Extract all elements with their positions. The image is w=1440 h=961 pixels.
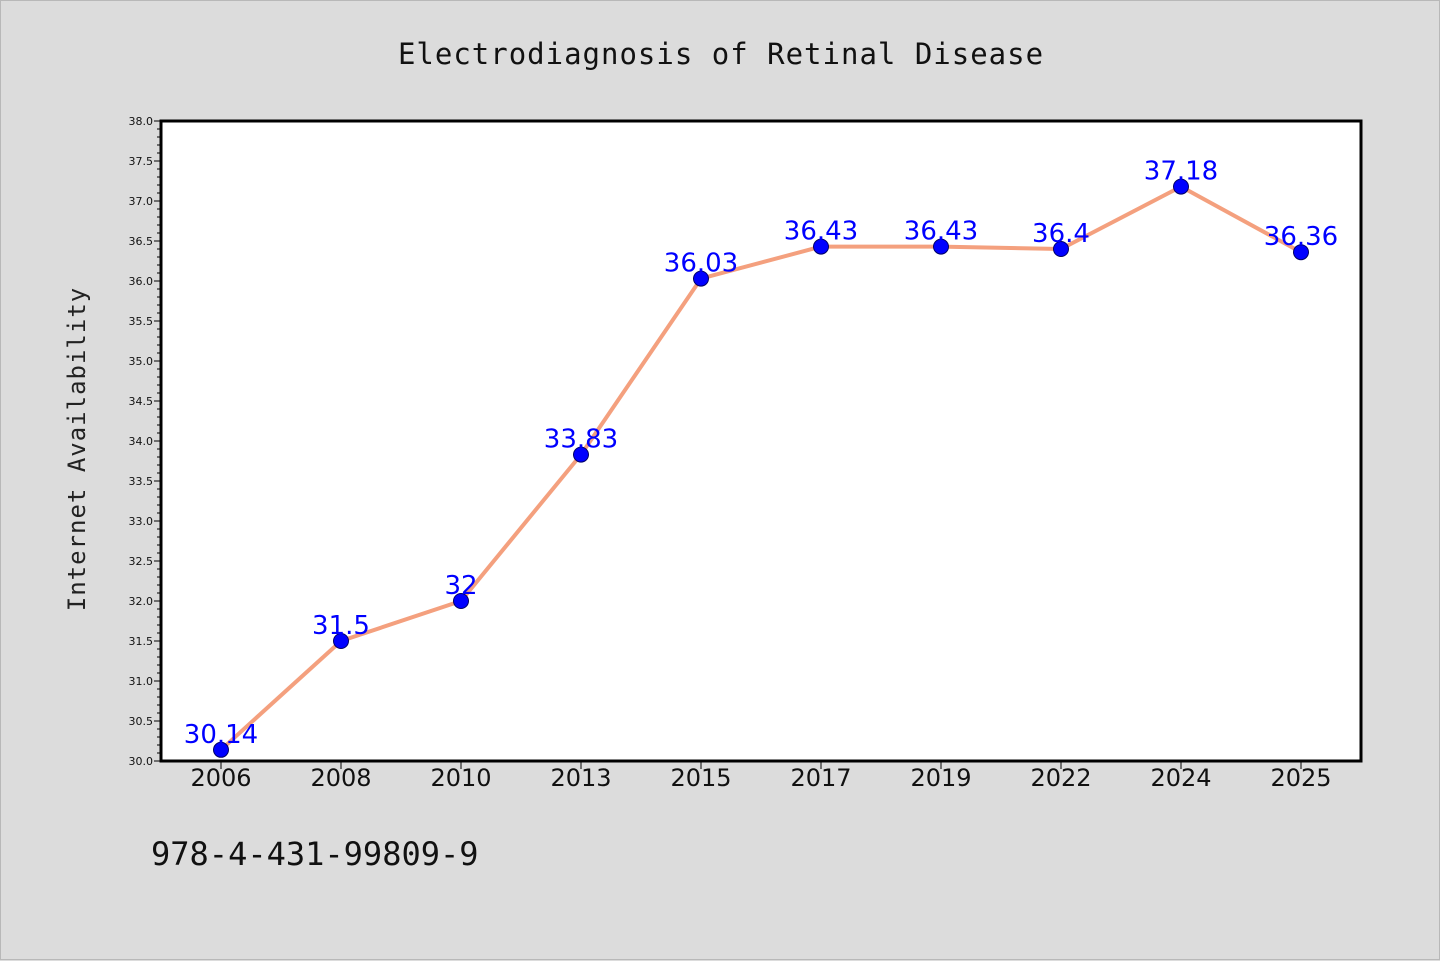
data-label: 36.43 <box>904 217 978 247</box>
data-label: 36.03 <box>664 249 738 279</box>
y-tick-label: 37.5 <box>129 155 154 168</box>
x-tick-label: 2024 <box>1150 764 1211 792</box>
y-axis-label: Internet Availability <box>63 287 91 611</box>
data-point <box>213 741 229 758</box>
data-label: 31.5 <box>312 611 370 641</box>
data-point <box>1053 241 1069 257</box>
data-label: 36.4 <box>1032 219 1090 249</box>
data-point <box>453 593 469 609</box>
data-point <box>933 238 949 255</box>
x-tick-label: 2006 <box>190 764 251 792</box>
data-series <box>213 178 1309 758</box>
y-tick-label: 36.5 <box>129 235 154 248</box>
y-tick-label: 35.5 <box>129 315 154 328</box>
x-tick-label: 2015 <box>670 764 731 792</box>
x-tick-label: 2022 <box>1030 764 1091 792</box>
y-tick-label: 32.0 <box>129 595 154 608</box>
data-point <box>813 238 829 255</box>
x-tick-label: 2019 <box>910 764 971 792</box>
series-line <box>219 184 1303 752</box>
x-tick-label: 2008 <box>310 764 371 792</box>
chart-title: Electrodiagnosis of Retinal Disease <box>398 37 1044 71</box>
plot-area <box>161 121 1361 761</box>
y-axis-ticks: 30.0 30.5 31.0 31.5 32.0 32.5 33.0 33.5 34.0 34.5… <box>129 115 161 768</box>
data-point <box>1173 178 1189 195</box>
data-label: 32 <box>444 571 477 601</box>
y-tick-label: 34.5 <box>129 395 154 408</box>
x-tick-label: 2025 <box>1270 764 1331 792</box>
y-tick-label: 34.0 <box>129 435 154 448</box>
data-point <box>333 633 349 649</box>
y-tick-label: 33.0 <box>129 515 154 528</box>
isbn-annotation: 978-4-431-99809-9 <box>151 835 479 873</box>
x-tick-label: 2017 <box>790 764 851 792</box>
data-point <box>1293 244 1309 261</box>
data-label: 33.83 <box>544 425 618 455</box>
y-tick-label: 31.5 <box>129 635 154 648</box>
data-label: 36.43 <box>784 217 858 247</box>
data-point <box>693 270 709 287</box>
data-point <box>573 446 589 463</box>
data-label: 37.18 <box>1144 157 1218 187</box>
y-tick-label: 37.0 <box>129 195 154 208</box>
y-tick-label: 33.5 <box>129 475 154 488</box>
y-tick-label: 31.0 <box>129 675 154 688</box>
x-axis-ticks: 2006 2008 2010 2013 2015 2017 2019 2022 2024 2025 <box>190 761 1332 792</box>
x-tick-label: 2013 <box>550 764 611 792</box>
y-tick-label: 38.0 <box>129 115 154 128</box>
y-tick-label: 30.0 <box>129 755 154 768</box>
y-tick-label: 36.0 <box>129 275 154 288</box>
y-tick-label: 30.5 <box>129 715 154 728</box>
plot-frame <box>159 119 1363 763</box>
y-tick-label: 35.0 <box>129 355 154 368</box>
x-tick-label: 2010 <box>430 764 491 792</box>
data-label: 30.14 <box>184 720 258 750</box>
data-label: 36.36 <box>1264 222 1338 252</box>
data-labels: 30.14 31.5 32 33.83 36.03 36.43 36.43 36.4 37.18… <box>184 157 1338 750</box>
y-tick-label: 32.5 <box>129 555 154 568</box>
